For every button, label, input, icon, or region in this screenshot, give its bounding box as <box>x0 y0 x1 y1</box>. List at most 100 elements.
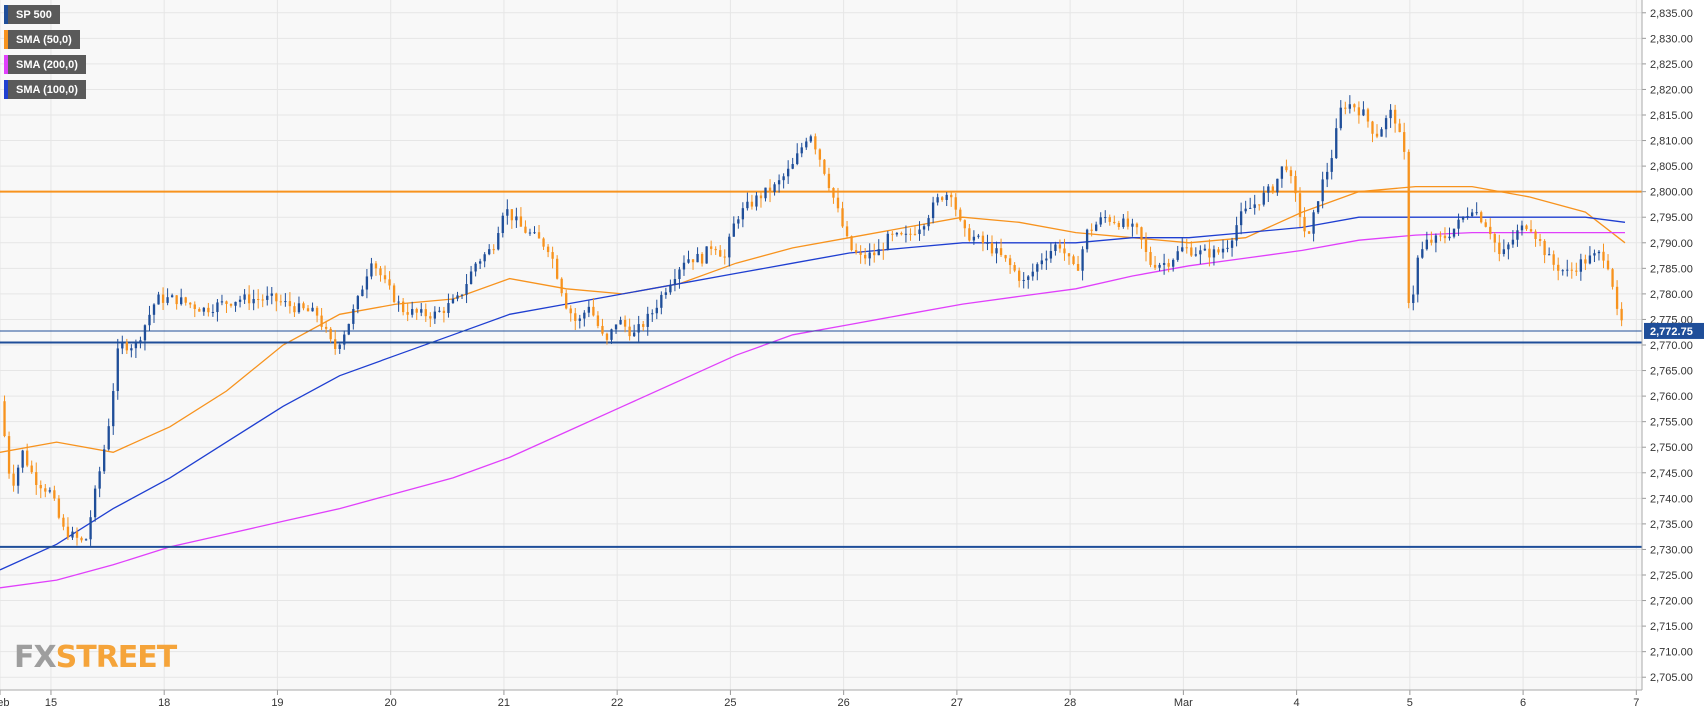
legend-item-sma200[interactable]: SMA (200,0) <box>4 55 86 74</box>
x-tick-label: 25 <box>724 697 736 709</box>
candle-body <box>338 344 341 349</box>
candle-body <box>157 294 160 305</box>
candle-body <box>261 299 264 301</box>
candle-body <box>89 517 92 540</box>
candle-body <box>1511 239 1515 245</box>
candle-body <box>1095 224 1098 231</box>
candle-body <box>705 246 708 264</box>
candle-body <box>1366 109 1370 122</box>
candle-body <box>383 275 387 280</box>
candle-body <box>75 531 79 538</box>
candle-body <box>646 313 649 327</box>
candle-body <box>1081 249 1084 271</box>
y-tick-label: 2,820.00 <box>1650 84 1693 96</box>
candle-body <box>379 268 382 276</box>
candle-body <box>1162 263 1166 265</box>
candle-body <box>922 226 926 230</box>
candle-body <box>1099 217 1102 225</box>
candle-body <box>1448 236 1451 239</box>
candle-body <box>406 312 409 315</box>
y-tick-label: 2,825.00 <box>1650 59 1693 71</box>
candle-body <box>374 263 378 269</box>
candle-body <box>632 332 636 337</box>
logo-fx: FX <box>14 640 57 675</box>
candle-body <box>1452 228 1456 237</box>
candle-body <box>1221 248 1225 253</box>
candle-body <box>714 248 717 251</box>
candle-body <box>1018 270 1021 281</box>
candle-body <box>963 220 966 229</box>
candle-body <box>854 250 858 253</box>
candle-body <box>1135 223 1139 228</box>
candle-body <box>506 209 509 216</box>
candle-body <box>1543 240 1546 256</box>
horizontal-levels <box>0 190 1642 548</box>
candle-body <box>1412 294 1415 304</box>
candle-body <box>1353 104 1356 108</box>
candle-body <box>1176 251 1179 260</box>
candle-body <box>1312 212 1315 234</box>
x-tick-label: 26 <box>838 697 850 709</box>
candle-body <box>1185 247 1188 249</box>
current-price-tag: 2,772.75 <box>1644 322 1704 339</box>
candle-body <box>764 187 767 199</box>
candle-body <box>850 236 853 251</box>
candle-body <box>1262 192 1265 205</box>
candle-body <box>1466 216 1469 218</box>
candle-body <box>7 436 11 474</box>
candle-body <box>546 246 550 253</box>
candle-body <box>515 216 518 221</box>
candle-body <box>669 284 672 293</box>
candle-body <box>777 180 781 185</box>
candle-body <box>1253 204 1256 208</box>
x-tick-label: 19 <box>271 697 283 709</box>
candle-body <box>1520 225 1524 231</box>
candle-body <box>103 449 106 472</box>
candle-body <box>247 294 251 304</box>
candle-body <box>999 248 1003 256</box>
y-tick-label: 2,735.00 <box>1650 519 1693 531</box>
candle-body <box>202 307 205 312</box>
candle-body <box>1208 248 1211 258</box>
candle-body <box>1294 176 1297 194</box>
candle-body <box>488 249 491 255</box>
candle-body <box>1498 242 1501 255</box>
candle-body <box>941 197 944 200</box>
candle-body <box>1620 308 1623 321</box>
candle-body <box>1430 239 1433 243</box>
candle-body <box>1117 223 1120 227</box>
candle-body <box>782 176 785 181</box>
candle-body <box>728 236 731 258</box>
candle-body <box>1076 264 1080 271</box>
candle-body <box>737 219 740 224</box>
candle-body <box>1489 226 1492 235</box>
candle-body <box>1285 166 1288 171</box>
y-tick-label: 2,725.00 <box>1650 570 1693 582</box>
y-tick-label: 2,745.00 <box>1650 468 1693 480</box>
candle-body <box>1611 269 1614 287</box>
candle-body <box>1298 193 1302 217</box>
candle-body <box>605 333 609 340</box>
candle-body <box>1167 263 1170 267</box>
legend-item-sma100[interactable]: SMA (100,0) <box>4 80 86 99</box>
legend-item-sma50[interactable]: SMA (50,0) <box>4 30 80 49</box>
candle-body <box>1561 270 1564 272</box>
candle-body <box>1326 171 1329 180</box>
candle-body <box>895 232 899 235</box>
y-tick-label: 2,805.00 <box>1650 161 1693 173</box>
candle-body <box>1362 109 1365 116</box>
candles <box>3 95 1623 546</box>
candle-body <box>1249 207 1252 209</box>
candle-body <box>673 279 677 285</box>
legend-item-sp500[interactable]: SP 500 <box>4 5 60 24</box>
candle-body <box>1085 229 1089 250</box>
candle-body <box>1144 239 1148 253</box>
candle-body <box>329 328 332 340</box>
candle-body <box>1280 166 1284 179</box>
candle-body <box>510 209 514 221</box>
candle-body <box>1570 269 1573 271</box>
candle-body <box>1113 221 1116 224</box>
candle-body <box>62 517 65 527</box>
candle-body <box>1194 254 1197 256</box>
